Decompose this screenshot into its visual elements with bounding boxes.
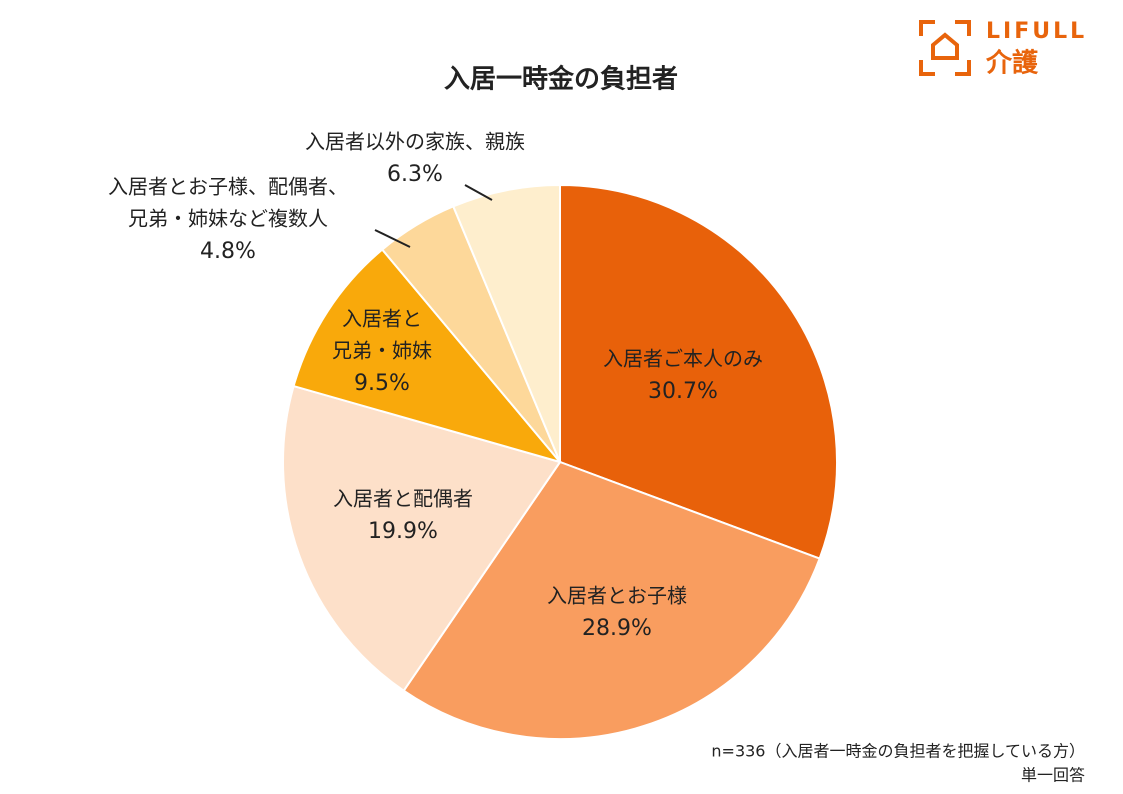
slice-label: 入居者とお子様、配偶者、 [108, 175, 348, 199]
pie-slice [402, 460, 821, 740]
slice-label: 兄弟・姉妹 [332, 339, 432, 363]
logo-service: 介護 [985, 48, 1039, 79]
leader-line [374, 229, 411, 248]
pie-slice [559, 183, 838, 560]
slice-label: 入居者と [342, 307, 422, 331]
slice-label: 入居者とお子様 [547, 584, 687, 608]
value-label: 9.5% [354, 371, 410, 396]
value-label: 28.9% [582, 616, 652, 641]
pie-slice [292, 248, 563, 464]
value-label: 30.7% [648, 379, 718, 404]
pie-slice [282, 384, 562, 693]
value-label: 6.3% [387, 162, 443, 187]
slice-label: 入居者以外の家族、親族 [305, 130, 525, 154]
chart-title: 入居一時金の負担者 [444, 64, 678, 95]
leader-line [464, 184, 493, 201]
slice-label: 入居者と配偶者 [333, 487, 473, 511]
value-label: 19.9% [368, 519, 438, 544]
logo-brand: LIFULL [986, 19, 1087, 44]
slice-label: 兄弟・姉妹など複数人 [128, 207, 328, 231]
value-label: 4.8% [200, 239, 256, 264]
note: n=336（入居者一時金の負担者を把握している方） [711, 742, 1085, 761]
note: 単一回答 [1021, 766, 1085, 785]
pie-slice [451, 183, 561, 463]
logo-icon [919, 20, 971, 76]
slice-label: 入居者ご本人のみ [603, 347, 763, 371]
